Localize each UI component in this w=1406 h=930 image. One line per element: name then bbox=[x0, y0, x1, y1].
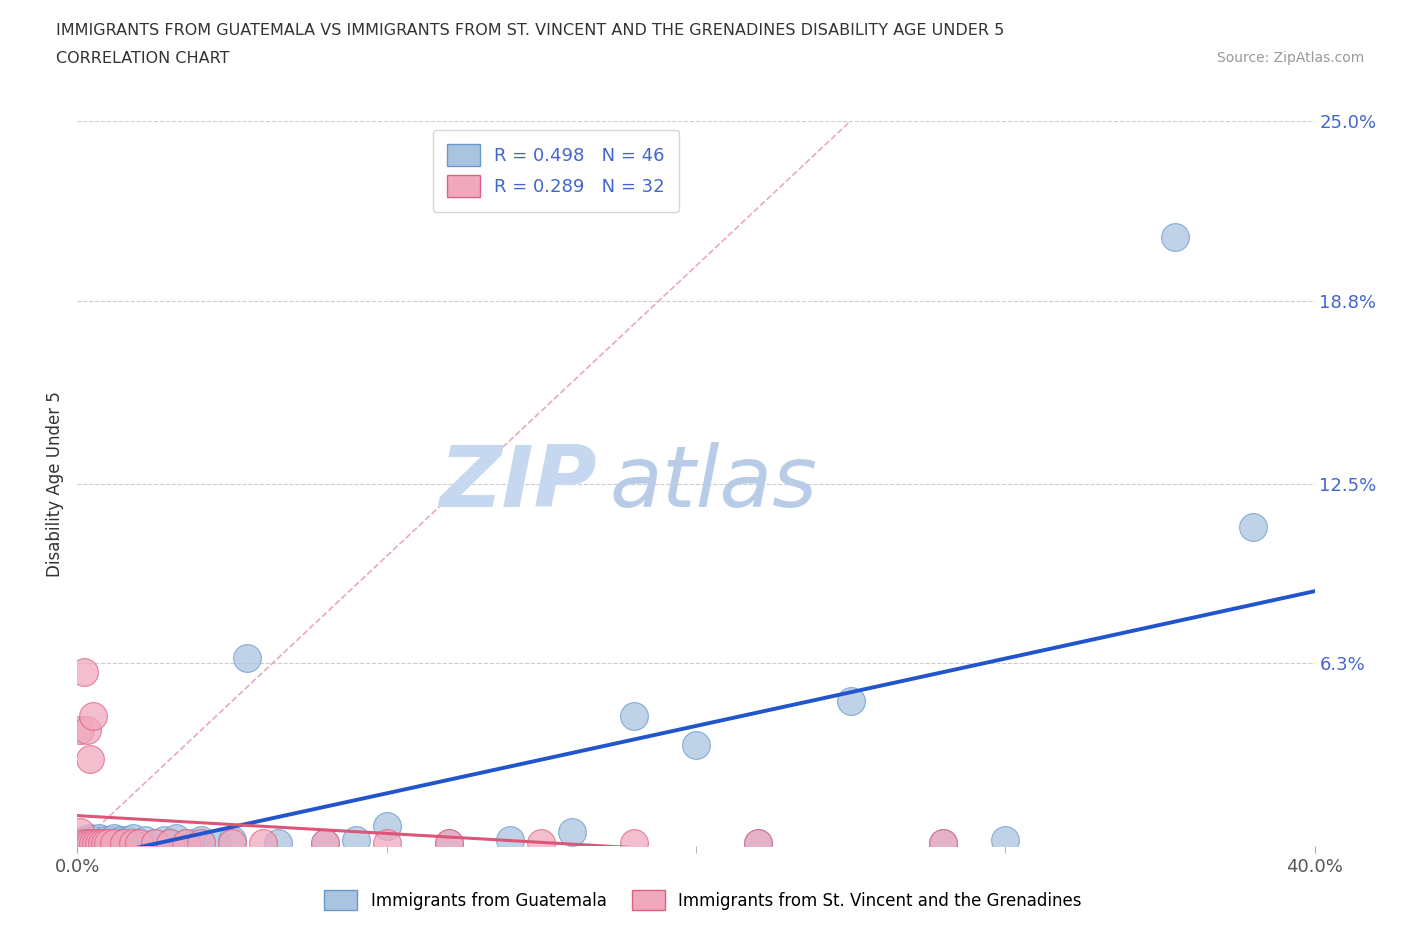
Legend: Immigrants from Guatemala, Immigrants from St. Vincent and the Grenadines: Immigrants from Guatemala, Immigrants fr… bbox=[318, 884, 1088, 917]
Point bbox=[623, 836, 645, 851]
Point bbox=[190, 833, 212, 848]
Y-axis label: Disability Age Under 5: Disability Age Under 5 bbox=[46, 391, 65, 577]
Point bbox=[97, 836, 120, 851]
Point bbox=[76, 836, 98, 851]
Point bbox=[344, 833, 367, 848]
Point bbox=[79, 836, 101, 851]
Point bbox=[110, 833, 132, 848]
Point bbox=[112, 836, 135, 851]
Point bbox=[190, 836, 212, 851]
Point bbox=[375, 836, 398, 851]
Point bbox=[221, 836, 243, 851]
Point bbox=[747, 836, 769, 851]
Point bbox=[94, 836, 117, 851]
Point bbox=[82, 836, 104, 851]
Point bbox=[530, 836, 553, 851]
Point bbox=[134, 833, 156, 848]
Point bbox=[72, 836, 94, 851]
Text: ZIP: ZIP bbox=[439, 442, 598, 525]
Point bbox=[87, 836, 110, 851]
Point bbox=[107, 836, 129, 851]
Point bbox=[159, 836, 181, 851]
Point bbox=[76, 723, 98, 737]
Point bbox=[685, 737, 707, 752]
Point bbox=[165, 830, 187, 845]
Point bbox=[91, 836, 114, 851]
Point bbox=[205, 836, 228, 851]
Point bbox=[69, 836, 91, 851]
Point bbox=[84, 836, 107, 851]
Point bbox=[82, 833, 104, 848]
Text: Source: ZipAtlas.com: Source: ZipAtlas.com bbox=[1216, 51, 1364, 65]
Point bbox=[184, 836, 207, 851]
Point bbox=[143, 836, 166, 851]
Point bbox=[994, 833, 1017, 848]
Point bbox=[375, 818, 398, 833]
Point bbox=[623, 709, 645, 724]
Point bbox=[128, 836, 150, 851]
Point bbox=[747, 836, 769, 851]
Point bbox=[1164, 230, 1187, 245]
Point bbox=[159, 836, 181, 851]
Point bbox=[76, 836, 98, 851]
Point bbox=[72, 833, 94, 848]
Point bbox=[118, 836, 141, 851]
Point bbox=[932, 836, 955, 851]
Point bbox=[252, 836, 274, 851]
Point bbox=[112, 836, 135, 851]
Point bbox=[267, 836, 290, 851]
Point bbox=[153, 833, 176, 848]
Point bbox=[932, 836, 955, 851]
Point bbox=[561, 824, 583, 839]
Point bbox=[82, 836, 104, 851]
Point bbox=[1241, 520, 1264, 535]
Point bbox=[79, 751, 101, 766]
Point bbox=[103, 830, 125, 845]
Point bbox=[79, 830, 101, 845]
Point bbox=[437, 836, 460, 851]
Point bbox=[87, 830, 110, 845]
Point bbox=[314, 836, 336, 851]
Point bbox=[72, 665, 94, 680]
Point bbox=[143, 836, 166, 851]
Point bbox=[236, 650, 259, 665]
Point bbox=[839, 694, 862, 709]
Legend: R = 0.498   N = 46, R = 0.289   N = 32: R = 0.498 N = 46, R = 0.289 N = 32 bbox=[433, 130, 679, 212]
Point bbox=[122, 836, 145, 851]
Point bbox=[115, 833, 138, 848]
Text: atlas: atlas bbox=[609, 442, 817, 525]
Point bbox=[221, 833, 243, 848]
Point bbox=[82, 709, 104, 724]
Point bbox=[103, 836, 125, 851]
Point bbox=[314, 836, 336, 851]
Point bbox=[84, 836, 107, 851]
Point bbox=[122, 830, 145, 845]
Point bbox=[91, 836, 114, 851]
Point bbox=[69, 723, 91, 737]
Point bbox=[94, 833, 117, 848]
Point bbox=[97, 836, 120, 851]
Point bbox=[499, 833, 522, 848]
Point bbox=[174, 836, 197, 851]
Point bbox=[100, 833, 122, 848]
Text: CORRELATION CHART: CORRELATION CHART bbox=[56, 51, 229, 66]
Point bbox=[69, 824, 91, 839]
Point bbox=[174, 836, 197, 851]
Point bbox=[128, 836, 150, 851]
Point bbox=[437, 836, 460, 851]
Text: IMMIGRANTS FROM GUATEMALA VS IMMIGRANTS FROM ST. VINCENT AND THE GRENADINES DISA: IMMIGRANTS FROM GUATEMALA VS IMMIGRANTS … bbox=[56, 23, 1004, 38]
